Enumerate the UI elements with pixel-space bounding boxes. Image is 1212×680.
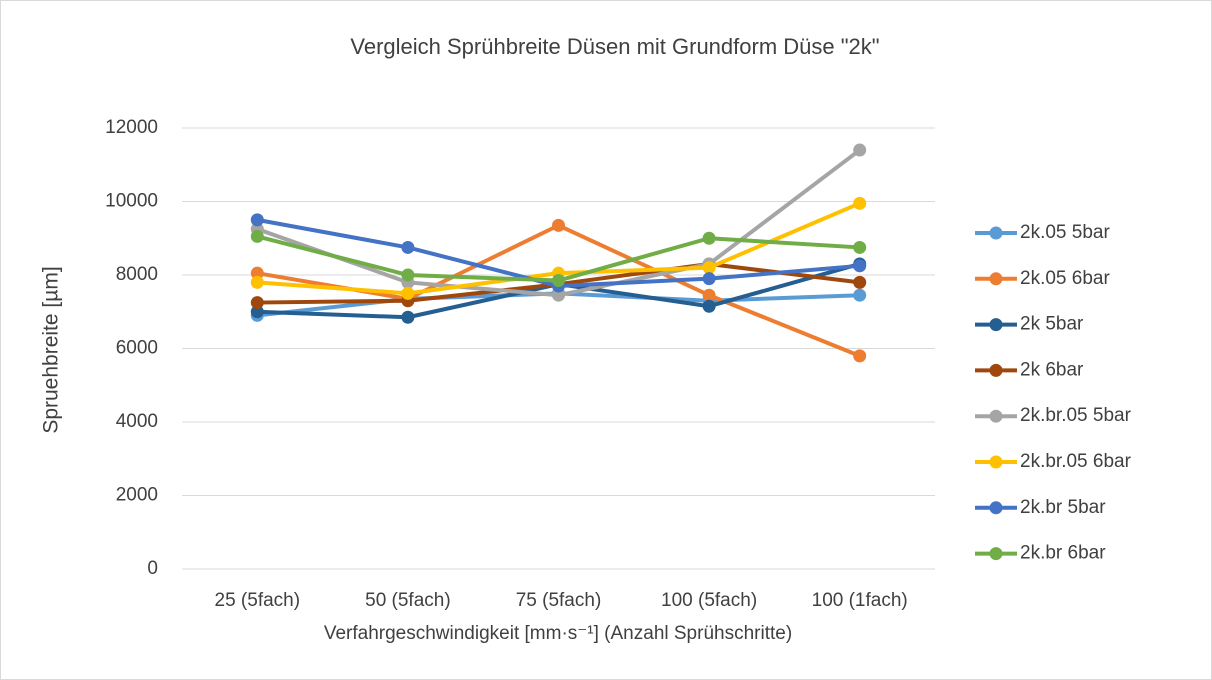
data-point	[250, 275, 264, 289]
data-point	[250, 266, 264, 280]
y-tick-label: 2000	[116, 485, 158, 506]
data-point	[552, 218, 565, 232]
legend-marker	[989, 226, 1003, 240]
data-point	[552, 274, 565, 288]
x-tick-label: 100 (5fach)	[661, 590, 757, 611]
data-point	[401, 286, 415, 300]
y-tick-label: 10000	[105, 191, 158, 212]
legend-label: 2k.05 6bar	[1020, 268, 1110, 289]
data-point	[853, 143, 867, 157]
data-point	[250, 213, 264, 227]
y-tick-label: 0	[147, 558, 158, 579]
y-axis-label: Spruehbreite [µm]	[40, 266, 63, 433]
x-tick-label: 25 (5fach)	[215, 590, 301, 611]
legend-marker	[989, 409, 1003, 423]
legend-marker	[989, 455, 1003, 469]
x-tick-label: 100 (1fach)	[812, 590, 908, 611]
data-point	[702, 299, 716, 313]
data-point	[853, 196, 867, 210]
legend-label: 2k 5bar	[1020, 314, 1084, 335]
legend-label: 2k.br.05 6bar	[1020, 451, 1132, 472]
data-point	[250, 305, 264, 319]
legend-label: 2k.05 5bar	[1020, 222, 1110, 243]
chart-title: Vergleich Sprühbreite Düsen mit Grundfor…	[350, 34, 879, 59]
data-point	[853, 288, 867, 302]
y-tick-label: 6000	[116, 338, 158, 359]
data-point	[853, 275, 867, 289]
data-point	[853, 259, 867, 273]
legend-label: 2k.br 6bar	[1020, 543, 1106, 564]
data-point	[250, 296, 264, 310]
x-tick-label: 50 (5fach)	[365, 590, 451, 611]
data-point	[552, 288, 565, 302]
data-point	[250, 229, 264, 243]
data-point	[702, 231, 716, 245]
data-point	[401, 310, 415, 324]
y-tick-label: 8000	[116, 264, 158, 285]
legend-marker	[989, 501, 1003, 515]
y-tick-label: 12000	[105, 117, 158, 138]
x-axis-label: Verfahrgeschwindigkeit [mm·s⁻¹] (Anzahl …	[324, 623, 792, 644]
legend-marker	[989, 363, 1003, 377]
legend-label: 2k 6bar	[1020, 359, 1084, 380]
data-point	[702, 261, 716, 275]
y-tick-label: 4000	[116, 411, 158, 432]
legend-label: 2k.br 5bar	[1020, 497, 1106, 518]
legend-label: 2k.br.05 5bar	[1020, 405, 1132, 426]
data-point	[702, 272, 716, 286]
legend-marker	[989, 272, 1003, 286]
legend-marker	[989, 318, 1003, 332]
data-point	[401, 268, 415, 282]
x-tick-label: 75 (5fach)	[516, 590, 602, 611]
data-point	[853, 240, 867, 254]
data-point	[702, 288, 716, 302]
data-point	[401, 240, 415, 254]
legend-marker	[989, 547, 1003, 561]
data-point	[853, 349, 867, 363]
